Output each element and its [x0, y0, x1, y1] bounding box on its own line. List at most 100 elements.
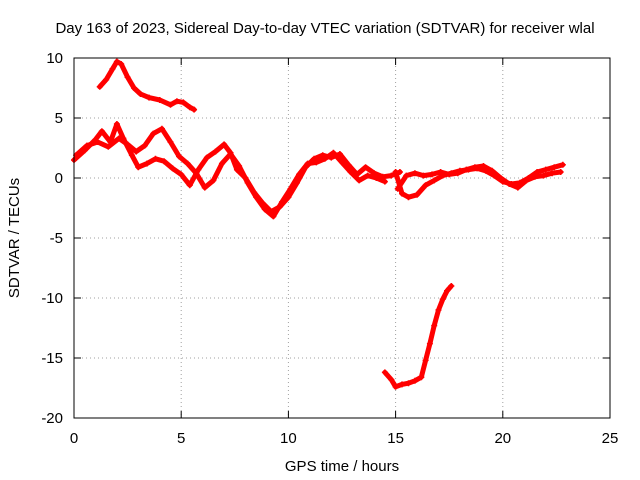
data-point — [480, 163, 487, 169]
x-tick-label: 10 — [280, 430, 297, 447]
data-point — [540, 172, 547, 179]
data-point — [173, 98, 180, 105]
data-point — [203, 154, 210, 161]
data-point — [388, 172, 395, 179]
data-point — [146, 94, 153, 101]
data-point — [523, 177, 530, 184]
data-point — [186, 104, 193, 111]
data-point — [191, 106, 198, 113]
data-point — [463, 166, 470, 173]
data-point — [321, 155, 328, 162]
y-tick-label: -10 — [41, 290, 63, 307]
data-point — [557, 169, 564, 175]
data-point — [392, 383, 399, 390]
data-point — [135, 164, 142, 171]
data-point — [113, 121, 120, 127]
data-point — [403, 172, 410, 179]
x-tick-label: 5 — [177, 430, 185, 447]
data-point — [261, 206, 268, 213]
data-point — [411, 377, 418, 384]
series-arc-main-a — [71, 121, 403, 215]
series-arc-low — [381, 283, 455, 390]
data-point — [131, 85, 138, 91]
data-point — [330, 149, 337, 156]
data-point — [414, 191, 421, 198]
data-point — [218, 160, 225, 167]
data-point — [392, 169, 399, 175]
data-point — [313, 159, 320, 166]
data-point — [221, 141, 228, 148]
data-point — [405, 194, 412, 201]
data-point — [133, 148, 140, 155]
data-point — [167, 139, 174, 145]
data-point — [399, 381, 406, 388]
data-point — [426, 340, 433, 347]
data-point — [549, 170, 556, 177]
data-point — [83, 142, 90, 149]
data-point — [143, 160, 150, 167]
data-point — [362, 164, 369, 171]
data-point — [118, 61, 125, 67]
data-point — [128, 152, 135, 159]
data-point — [381, 178, 388, 185]
y-tick-label: 5 — [55, 110, 63, 127]
data-point — [150, 130, 157, 137]
data-point — [422, 182, 429, 189]
data-point — [152, 155, 159, 162]
x-axis-label: GPS time / hours — [285, 458, 399, 475]
y-tick-label: -5 — [50, 230, 63, 247]
data-point — [169, 165, 176, 172]
data-point — [178, 171, 185, 178]
x-tick-label: 25 — [602, 430, 619, 447]
data-point — [399, 190, 406, 197]
data-point — [435, 307, 442, 313]
data-point — [336, 151, 343, 157]
data-point — [439, 296, 446, 303]
data-point — [103, 76, 110, 83]
data-point — [296, 171, 303, 178]
data-point — [212, 148, 219, 155]
data-point — [429, 171, 436, 178]
series-trace — [73, 126, 388, 219]
data-point — [156, 97, 163, 103]
data-point — [186, 182, 193, 189]
y-tick-label: -20 — [41, 410, 63, 427]
data-point — [124, 141, 131, 148]
x-tick-label: 0 — [70, 430, 78, 447]
data-point — [180, 99, 187, 106]
axis-ticks: 0 5 10 15 20 25 10 5 0 -5 -10 -15 -20 — [41, 50, 618, 447]
data-point — [422, 357, 429, 364]
data-point — [339, 159, 345, 166]
data-point — [405, 380, 412, 387]
data-point — [201, 184, 208, 191]
data-point — [161, 158, 168, 165]
data-point — [446, 171, 453, 178]
data-point — [531, 173, 538, 180]
x-tick-label: 15 — [387, 430, 404, 447]
data-point — [364, 172, 371, 179]
y-tick-label: 0 — [55, 170, 63, 187]
data-point — [253, 194, 260, 201]
data-point — [506, 181, 513, 187]
data-point — [141, 142, 148, 149]
data-point — [113, 58, 120, 65]
data-point — [388, 376, 395, 383]
data-point — [347, 169, 354, 175]
series-arc-high-early — [96, 58, 198, 113]
data-point — [116, 135, 123, 142]
data-point — [105, 143, 112, 150]
data-point — [448, 283, 455, 289]
data-point — [193, 170, 200, 177]
data-point — [109, 65, 116, 72]
data-point — [356, 177, 363, 184]
data-point — [420, 172, 427, 179]
chart-title: Day 163 of 2023, Sidereal Day-to-day VTE… — [55, 20, 594, 37]
data-point — [497, 175, 504, 181]
data-point — [158, 125, 165, 132]
data-point — [454, 170, 461, 177]
data-point — [431, 322, 438, 329]
grid-lines — [74, 58, 610, 418]
data-point — [411, 170, 418, 177]
y-axis-label: SDTVAR / TECUs — [6, 178, 23, 298]
